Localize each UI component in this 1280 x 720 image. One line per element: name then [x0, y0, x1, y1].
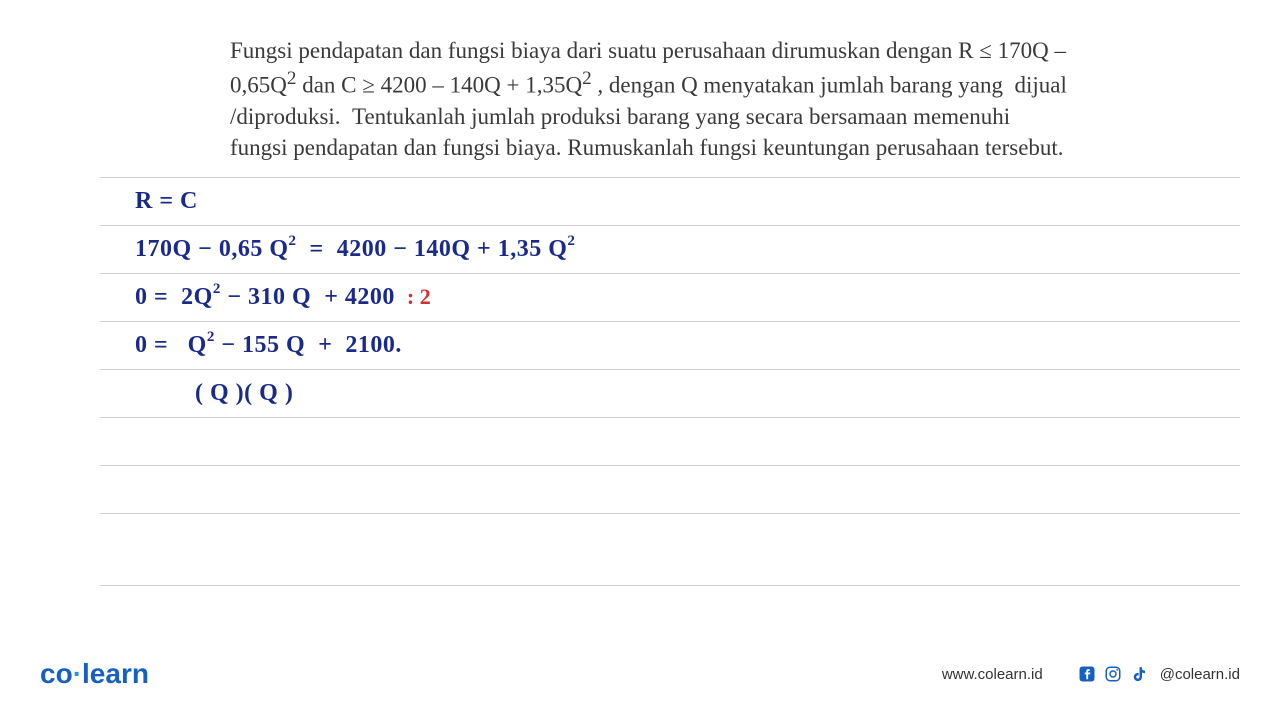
ruled-line	[100, 513, 1240, 585]
footer: co·learn www.colearn.id @colearn.id	[0, 658, 1280, 690]
ruled-line: 0 = Q2 − 155 Q + 2100.	[100, 321, 1240, 369]
worked-solution-area: R = C 170Q − 0,65 Q2 = 4200 − 140Q + 1,3…	[40, 177, 1240, 633]
ruled-line	[100, 465, 1240, 513]
ruled-line	[100, 417, 1240, 465]
logo-separator: ·	[73, 658, 82, 689]
social-icons: @colearn.id	[1078, 665, 1240, 683]
instagram-icon	[1104, 665, 1122, 683]
ruled-line: 0 = 2Q2 − 310 Q + 4200 : 2	[100, 273, 1240, 321]
website-url: www.colearn.id	[942, 666, 1043, 683]
handwriting-line-4: 0 = Q2 − 155 Q + 2100.	[100, 331, 402, 359]
ruled-line: R = C	[100, 177, 1240, 225]
logo-part2: learn	[82, 658, 149, 689]
handwriting-line-5: ( Q )( Q )	[100, 380, 293, 407]
facebook-icon	[1078, 665, 1096, 683]
problem-statement: Fungsi pendapatan dan fungsi biaya dari …	[230, 35, 1070, 163]
footer-right: www.colearn.id @colearn.id	[942, 665, 1240, 683]
logo: co·learn	[40, 658, 149, 690]
ruled-line: ( Q )( Q )	[100, 369, 1240, 417]
ruled-line	[100, 585, 1240, 633]
tiktok-icon	[1130, 665, 1148, 683]
handwriting-annotation: : 2	[407, 284, 431, 310]
handwriting-line-1: R = C	[100, 188, 198, 215]
logo-part1: co	[40, 658, 73, 689]
content-area: Fungsi pendapatan dan fungsi biaya dari …	[0, 0, 1280, 633]
handwriting-line-3: 0 = 2Q2 − 310 Q + 4200	[100, 283, 395, 311]
ruled-line: 170Q − 0,65 Q2 = 4200 − 140Q + 1,35 Q2	[100, 225, 1240, 273]
handwriting-line-2: 170Q − 0,65 Q2 = 4200 − 140Q + 1,35 Q2	[100, 235, 575, 263]
social-handle: @colearn.id	[1160, 666, 1240, 683]
